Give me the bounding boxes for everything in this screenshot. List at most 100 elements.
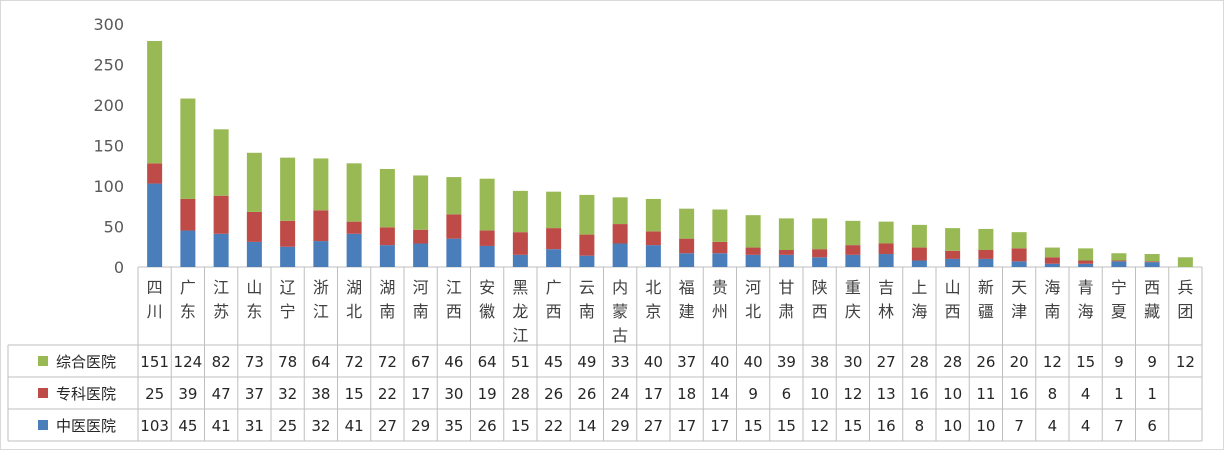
bar-segment: [978, 258, 994, 267]
table-value: 78: [278, 353, 297, 371]
category-label: 上: [911, 278, 927, 297]
category-label: 四: [147, 278, 163, 297]
category-label: 东: [180, 302, 196, 321]
bar-segment: [246, 241, 262, 267]
table-value: 4: [1081, 385, 1091, 403]
table-value: 13: [877, 385, 896, 403]
legend-key: [38, 420, 48, 430]
bar-segment: [612, 224, 628, 244]
category-label: 广: [546, 278, 562, 297]
table-value: 10: [976, 417, 995, 435]
table-value: 25: [145, 385, 164, 403]
table-value: 10: [943, 417, 962, 435]
category-label: 西: [446, 302, 462, 321]
bar-segment: [878, 254, 894, 267]
table-value: 27: [877, 353, 896, 371]
bar-segment: [579, 194, 595, 235]
category-label: 宁: [1111, 278, 1127, 297]
bar-segment: [180, 198, 196, 231]
table-value: 25: [278, 417, 297, 435]
table-value: 1: [1114, 385, 1124, 403]
bar-segment: [446, 238, 462, 267]
bar-segment: [945, 258, 961, 267]
category-label: 山: [945, 278, 961, 297]
category-label: 津: [1011, 302, 1027, 321]
category-label: 吉: [878, 278, 894, 297]
table-value: 151: [140, 353, 169, 371]
bar-segment: [1011, 261, 1027, 267]
category-label: 安: [479, 278, 495, 297]
bar-segment: [679, 253, 695, 267]
category-label: 州: [712, 302, 728, 321]
bar-segment: [1111, 261, 1127, 267]
category-label: 庆: [845, 302, 861, 321]
category-label: 甘: [778, 278, 794, 297]
category-label: 青: [1078, 278, 1094, 297]
table-value: 67: [411, 353, 430, 371]
table-value: 73: [245, 353, 264, 371]
bar-segment: [1177, 257, 1193, 267]
bar-segment: [1111, 253, 1127, 261]
bar-segment: [712, 253, 728, 267]
bar-segment: [512, 232, 528, 255]
table-value: 26: [478, 417, 497, 435]
category-label: 肃: [778, 302, 794, 321]
legend-label: 中医医院: [56, 417, 116, 435]
table-value: 28: [943, 353, 962, 371]
y-tick-label: 300: [93, 15, 124, 34]
bar-segment: [346, 221, 362, 234]
bar-segment: [147, 163, 163, 184]
category-label: 福: [679, 278, 695, 297]
table-value: 47: [212, 385, 231, 403]
bar-segment: [1078, 260, 1094, 264]
category-label: 京: [645, 302, 661, 321]
bar-segment: [546, 191, 562, 229]
category-label: 疆: [978, 302, 994, 321]
category-label: 河: [413, 278, 429, 297]
category-label: 陕: [812, 278, 828, 297]
category-label: 古: [612, 326, 628, 345]
category-label: 夏: [1111, 302, 1127, 321]
category-label: 林: [878, 302, 894, 321]
table-value: 27: [378, 417, 397, 435]
legend-key: [38, 388, 48, 398]
bar-segment: [1011, 248, 1027, 262]
category-label: 南: [413, 302, 429, 321]
category-label: 重: [845, 278, 861, 297]
bar-segment: [379, 245, 395, 267]
bar-segment: [812, 218, 828, 250]
category-label: 山: [246, 278, 262, 297]
table-value: 17: [411, 385, 430, 403]
bar-segment: [679, 208, 695, 239]
category-label: 兵: [1177, 278, 1193, 297]
bar-segment: [1111, 260, 1127, 262]
table-value: 29: [611, 417, 630, 435]
category-label: 江: [213, 278, 229, 297]
bar-segment: [911, 247, 927, 261]
table-value: 17: [710, 417, 729, 435]
table-value: 49: [577, 353, 596, 371]
table-value: 27: [644, 417, 663, 435]
category-label: 团: [1177, 302, 1193, 321]
bar-segment: [812, 249, 828, 258]
table-value: 6: [1147, 417, 1157, 435]
table-value: 9: [1114, 353, 1124, 371]
table-value: 6: [782, 385, 792, 403]
category-label: 江: [446, 278, 462, 297]
category-label: 北: [745, 302, 761, 321]
category-label: 东: [246, 302, 262, 321]
category-label: 贵: [712, 278, 728, 297]
bar-segment: [911, 224, 927, 248]
category-label: 西: [812, 302, 828, 321]
legend-label: 综合医院: [56, 353, 116, 371]
table-value: 41: [345, 417, 364, 435]
table-value: 26: [577, 385, 596, 403]
category-label: 川: [147, 302, 163, 321]
table-value: 45: [178, 417, 197, 435]
table-value: 12: [1176, 353, 1195, 371]
bar-segment: [645, 245, 661, 267]
bar-segment: [945, 250, 961, 259]
bar-segment: [180, 230, 196, 267]
bar-segment: [246, 211, 262, 242]
